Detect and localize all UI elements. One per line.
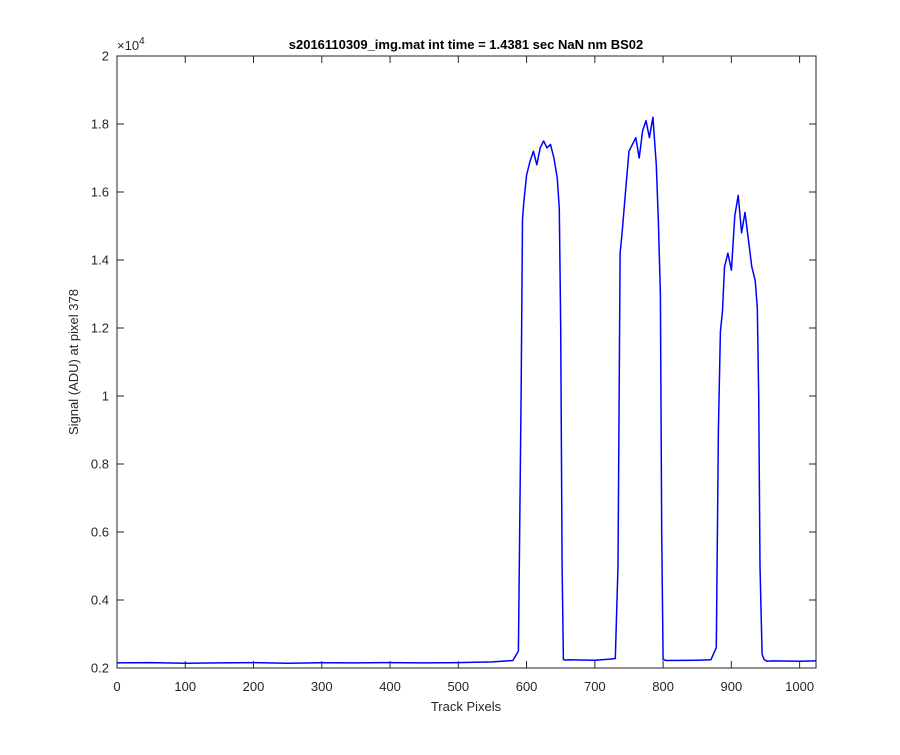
y-exponent-label: ×104 — [117, 36, 145, 53]
x-tick-label: 100 — [174, 679, 196, 694]
y-tick-label: 1.6 — [91, 185, 109, 200]
y-tick-label: 1.2 — [91, 321, 109, 336]
y-tick-label: 0.8 — [91, 457, 109, 472]
y-tick-label: 2 — [102, 49, 109, 64]
x-tick-label: 700 — [584, 679, 606, 694]
y-exponent-base: ×10 — [117, 38, 139, 53]
y-tick-label: 0.4 — [91, 593, 109, 608]
y-tick-label: 0.6 — [91, 525, 109, 540]
axis-ticks: 0 100 200 300 400 500 600 700 800 900 1000 0.2 0.4 0.… — [91, 49, 816, 694]
x-tick-label: 500 — [447, 679, 469, 694]
plot-area — [117, 56, 816, 668]
y-tick-label: 1 — [102, 389, 109, 404]
x-tick-label: 0 — [113, 679, 120, 694]
x-axis-label: Track Pixels — [431, 699, 502, 714]
series-line-0 — [116, 116, 817, 664]
y-exponent-power: 4 — [139, 36, 145, 47]
x-tick-label: 800 — [652, 679, 674, 694]
x-tick-label: 1000 — [785, 679, 814, 694]
x-tick-label: 200 — [243, 679, 265, 694]
x-tick-label: 400 — [379, 679, 401, 694]
x-tick-label: 300 — [311, 679, 333, 694]
x-tick-label: 900 — [721, 679, 743, 694]
y-tick-label: 1.4 — [91, 253, 109, 268]
y-tick-label: 1.8 — [91, 117, 109, 132]
series-lines — [116, 116, 817, 664]
x-tick-label: 600 — [516, 679, 538, 694]
chart-title: s2016110309_img.mat int time = 1.4381 se… — [289, 37, 643, 52]
y-axis-label: Signal (ADU) at pixel 378 — [66, 289, 81, 435]
axes-box — [116, 55, 817, 669]
y-tick-label: 0.2 — [91, 661, 109, 676]
